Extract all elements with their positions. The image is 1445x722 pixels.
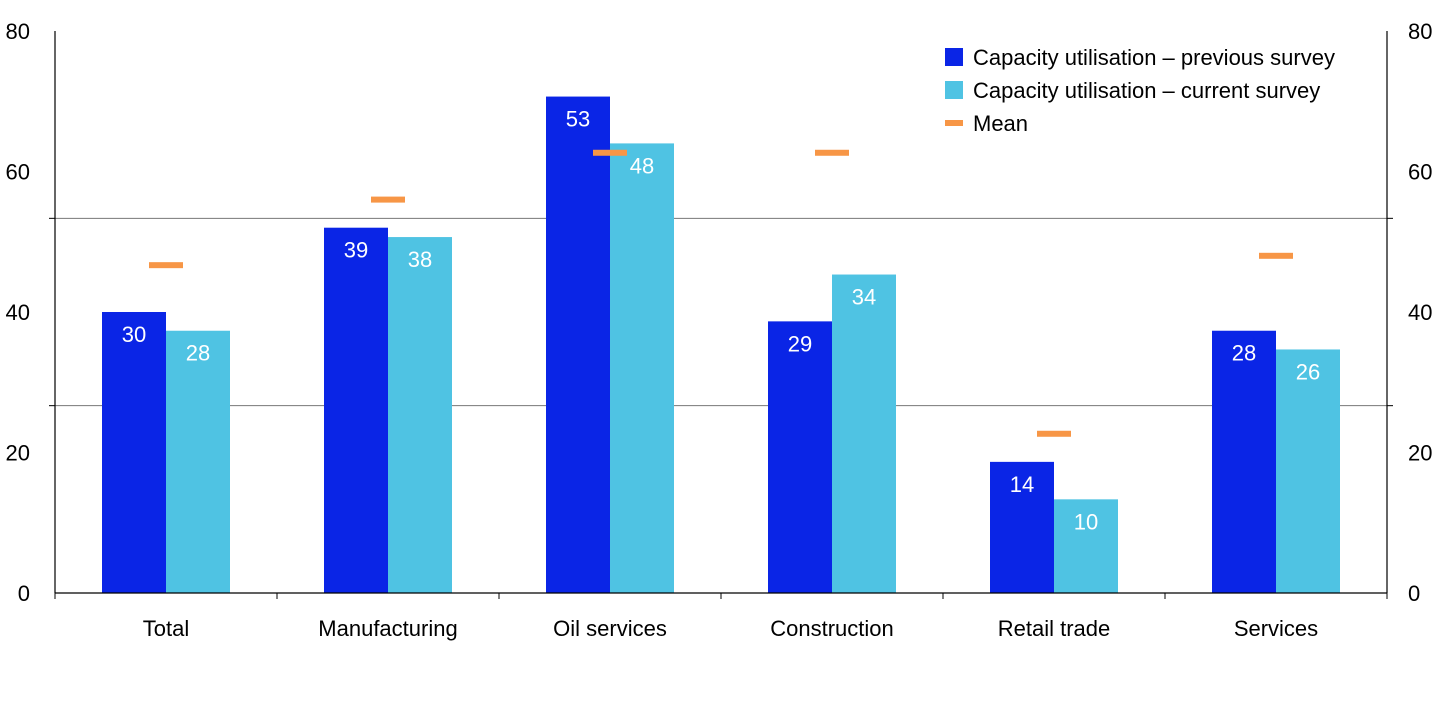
y-tick-label-left: 20: [6, 441, 30, 466]
y-tick-label-right: 0: [1408, 581, 1420, 606]
y-tick-label-right: 20: [1408, 441, 1432, 466]
x-tick-label: Manufacturing: [318, 616, 457, 641]
mean-markers: [149, 149, 1293, 437]
mean-marker: [593, 149, 627, 156]
legend-label: Capacity utilisation – current survey: [973, 78, 1320, 103]
x-tick-label: Construction: [770, 616, 894, 641]
bar-current: [1276, 349, 1340, 593]
x-tick-label: Total: [143, 616, 189, 641]
mean-marker: [815, 149, 849, 156]
y-tick-label-right: 40: [1408, 300, 1432, 325]
data-label: 10: [1074, 509, 1098, 534]
data-label: 48: [630, 153, 654, 178]
mean-marker: [149, 262, 183, 269]
y-tick-label-left: 0: [18, 581, 30, 606]
bar-previous: [546, 96, 610, 594]
bar-current: [610, 143, 674, 593]
x-tick-label: Services: [1234, 616, 1318, 641]
data-label: 14: [1010, 472, 1034, 497]
bar-current: [1054, 499, 1118, 593]
data-label: 39: [344, 238, 368, 263]
bar-previous: [324, 227, 388, 593]
bars: [102, 96, 1340, 594]
data-label: 29: [788, 331, 812, 356]
y-tick-label-right: 80: [1408, 19, 1432, 44]
legend-label: Mean: [973, 111, 1028, 136]
data-label: 30: [122, 322, 146, 347]
x-tick-label: Retail trade: [998, 616, 1111, 641]
mean-marker: [1037, 430, 1071, 437]
data-label: 38: [408, 247, 432, 272]
legend-label: Capacity utilisation – previous survey: [973, 45, 1335, 70]
x-tick-label: Oil services: [553, 616, 667, 641]
bar-previous: [990, 461, 1054, 593]
data-label: 28: [186, 341, 210, 366]
legend-swatch: [945, 81, 963, 99]
bar-previous: [1212, 330, 1276, 593]
bar-previous: [768, 321, 832, 593]
data-label: 34: [852, 285, 876, 310]
bar-current: [832, 274, 896, 593]
axes: 0 20 40 60 80 0 20 40 60 80 Total Manufacturing Oil …: [6, 19, 1433, 641]
bar-current: [388, 237, 452, 594]
data-label: 53: [566, 107, 590, 132]
mean-marker: [1259, 252, 1293, 259]
mean-marker: [371, 196, 405, 203]
data-label: 26: [1296, 359, 1320, 384]
y-tick-label-left: 60: [6, 160, 30, 185]
y-tick-label-left: 80: [6, 19, 30, 44]
data-labels: 30 28 39 38 53 48 29 34 14 10 28 26: [122, 107, 1320, 535]
y-tick-label-right: 60: [1408, 160, 1432, 185]
y-tick-label-left: 40: [6, 300, 30, 325]
legend-swatch: [945, 48, 963, 66]
bar-current: [166, 330, 230, 593]
bar-previous: [102, 312, 166, 593]
data-label: 28: [1232, 341, 1256, 366]
legend-swatch-mean: [945, 120, 963, 126]
gridlines: [55, 217, 1387, 407]
legend: Capacity utilisation – previous survey Ca…: [945, 45, 1335, 136]
